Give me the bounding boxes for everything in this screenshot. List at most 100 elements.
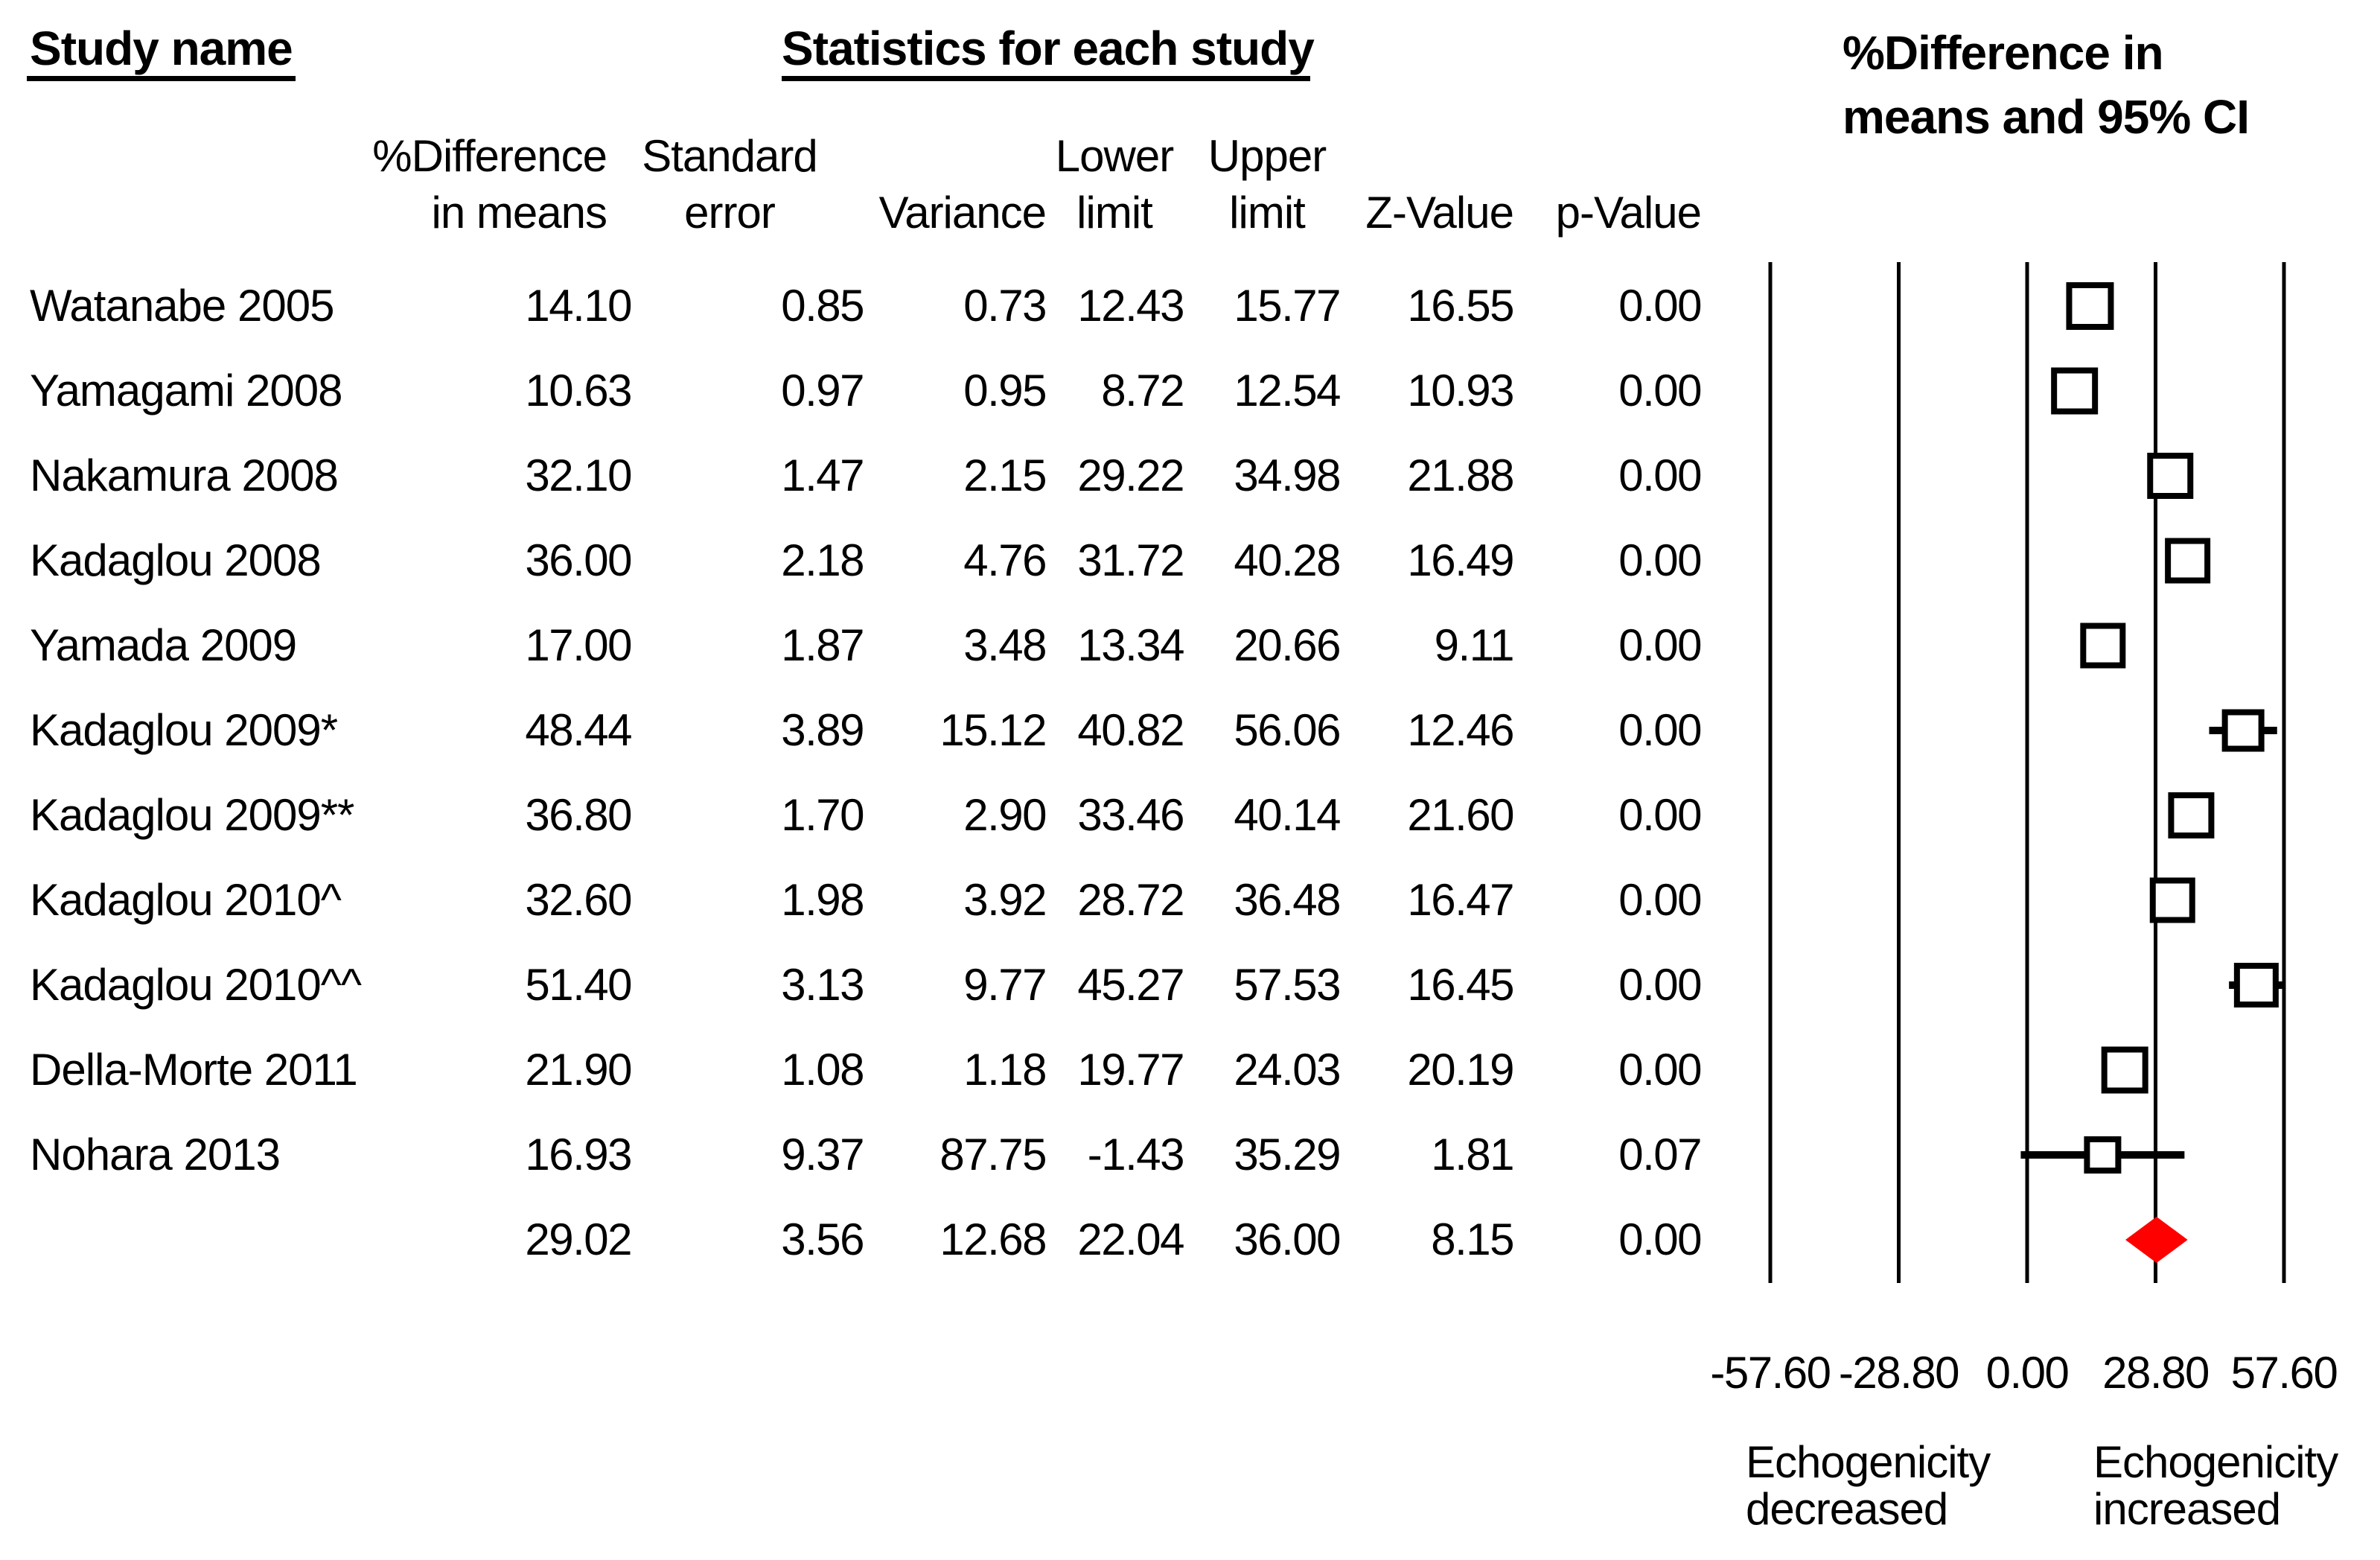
cell-variance: 87.75 xyxy=(939,1130,1047,1179)
column-header-p: p-Value xyxy=(1500,128,1702,241)
cell-upper: 20.66 xyxy=(1234,620,1341,670)
cell-p: 0.00 xyxy=(1618,366,1702,416)
effect-square-marker xyxy=(2101,1046,2148,1094)
study-name: Kadaglou 2009** xyxy=(30,790,354,840)
cell-p: 0.00 xyxy=(1618,1214,1702,1264)
cell-diff: 29.02 xyxy=(525,1214,632,1264)
cell-se: 3.56 xyxy=(781,1214,864,1264)
cell-upper: 40.28 xyxy=(1234,535,1341,585)
cell-upper: 12.54 xyxy=(1234,366,1341,416)
legend-left-line2: decreased xyxy=(1746,1484,1948,1534)
cell-variance: 12.68 xyxy=(939,1214,1047,1264)
effect-square-marker xyxy=(2165,538,2211,584)
study-name: Watanabe 2005 xyxy=(30,281,334,331)
cell-variance: 9.77 xyxy=(963,960,1047,1010)
cell-lower: 29.22 xyxy=(1077,451,1184,500)
study-name: Yamada 2009 xyxy=(30,620,297,670)
cell-diff: 10.63 xyxy=(525,366,632,416)
column-header-line1 xyxy=(1312,128,1513,185)
column-header-line2: p-Value xyxy=(1555,188,1702,238)
cell-se: 2.18 xyxy=(781,535,864,585)
cell-lower: 31.72 xyxy=(1077,535,1184,585)
effect-square-marker xyxy=(2051,367,2099,415)
cell-variance: 1.18 xyxy=(963,1045,1047,1095)
cell-upper: 56.06 xyxy=(1234,705,1341,755)
summary-diamond-marker xyxy=(2125,1217,2188,1263)
column-header-lower: Lower limit xyxy=(1033,128,1196,241)
cell-se: 0.85 xyxy=(781,281,864,331)
cell-se: 3.89 xyxy=(781,705,864,755)
x-axis-tick-label: 0.00 xyxy=(1985,1348,2070,1398)
cell-upper: 36.48 xyxy=(1234,875,1341,925)
cell-se: 1.87 xyxy=(781,620,864,670)
cell-diff: 16.93 xyxy=(525,1130,632,1179)
cell-upper: 36.00 xyxy=(1234,1214,1341,1264)
cell-diff: 14.10 xyxy=(525,281,632,331)
cell-variance: 2.15 xyxy=(963,451,1047,500)
cell-diff: 36.80 xyxy=(525,790,632,840)
cell-upper: 35.29 xyxy=(1234,1130,1341,1179)
cell-diff: 32.10 xyxy=(525,451,632,500)
study-name: Kadaglou 2008 xyxy=(30,535,322,585)
effect-square-marker xyxy=(2080,623,2126,669)
cell-lower: 33.46 xyxy=(1077,790,1184,840)
cell-variance: 4.76 xyxy=(963,535,1047,585)
legend-left-line1: Echogenicity xyxy=(1746,1437,1991,1487)
cell-lower: 28.72 xyxy=(1077,875,1184,925)
cell-z: 20.19 xyxy=(1407,1045,1514,1095)
cell-se: 1.08 xyxy=(781,1045,864,1095)
cell-p: 0.00 xyxy=(1618,790,1702,840)
column-header-line2: in means xyxy=(431,188,607,238)
cell-variance: 3.92 xyxy=(963,875,1047,925)
cell-diff: 48.44 xyxy=(525,705,632,755)
cell-diff: 32.60 xyxy=(525,875,632,925)
study-name: Kadaglou 2010^ xyxy=(30,875,342,925)
cell-lower: 45.27 xyxy=(1077,960,1184,1010)
column-header-line1: Lower xyxy=(1055,131,1174,181)
cell-variance: 0.95 xyxy=(963,366,1047,416)
cell-z: 10.93 xyxy=(1407,366,1514,416)
cell-p: 0.00 xyxy=(1618,875,1702,925)
cell-upper: 40.14 xyxy=(1234,790,1341,840)
cell-variance: 3.48 xyxy=(963,620,1047,670)
plot-title: %Difference in means and 95% CI xyxy=(1843,21,2250,149)
cell-z: 21.88 xyxy=(1407,451,1514,500)
cell-z: 1.81 xyxy=(1431,1130,1514,1179)
cell-p: 0.00 xyxy=(1618,960,1702,1010)
cell-se: 0.97 xyxy=(781,366,864,416)
study-name: Kadaglou 2010^^ xyxy=(30,960,362,1010)
cell-z: 16.45 xyxy=(1407,960,1514,1010)
cell-z: 12.46 xyxy=(1407,705,1514,755)
column-header-line2: limit xyxy=(1076,188,1153,238)
column-header-diff: %Difference in means xyxy=(279,128,607,241)
cell-se: 3.13 xyxy=(781,960,864,1010)
cell-p: 0.00 xyxy=(1618,535,1702,585)
column-header-line2: limit xyxy=(1229,188,1306,238)
cell-p: 0.00 xyxy=(1618,1045,1702,1095)
column-header-z: Z-Value xyxy=(1312,128,1514,241)
study-name: Kadaglou 2009* xyxy=(30,705,338,755)
x-axis-tick-label: -28.80 xyxy=(1838,1348,1960,1398)
cell-lower: 13.34 xyxy=(1077,620,1184,670)
effect-square-marker xyxy=(2149,877,2195,923)
column-header-variance: Variance xyxy=(815,128,1047,241)
x-axis-tick-label: -57.60 xyxy=(1710,1348,1831,1398)
study-name: Yamagami 2008 xyxy=(30,366,342,416)
cell-lower: 8.72 xyxy=(1101,366,1184,416)
x-axis-tick-label: 28.80 xyxy=(2102,1348,2210,1398)
x-axis-tick-label: 57.60 xyxy=(2230,1348,2338,1398)
column-header-line1: %Difference xyxy=(372,131,607,181)
cell-se: 1.98 xyxy=(781,875,864,925)
effect-square-marker xyxy=(2168,792,2215,838)
cell-variance: 15.12 xyxy=(939,705,1047,755)
study-name: Nakamura 2008 xyxy=(30,451,339,500)
cell-p: 0.00 xyxy=(1618,620,1702,670)
column-header-line2: error xyxy=(684,188,776,238)
cell-lower: 12.43 xyxy=(1077,281,1184,331)
cell-upper: 15.77 xyxy=(1234,281,1341,331)
column-header-line1 xyxy=(815,128,1046,185)
plot-title-line1: %Difference in xyxy=(1843,26,2164,80)
cell-p: 0.00 xyxy=(1618,451,1702,500)
axis-legend-right: Echogenicity increased xyxy=(2093,1439,2338,1532)
